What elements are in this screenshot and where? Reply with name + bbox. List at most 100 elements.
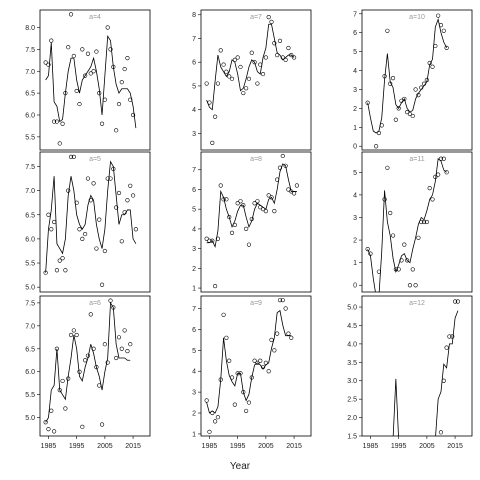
y-tick-label: 3 <box>192 390 196 397</box>
data-point <box>249 216 254 222</box>
data-point <box>246 400 252 405</box>
data-point <box>71 328 76 333</box>
data-point <box>229 375 235 380</box>
y-tick-label: 7.5 <box>25 164 35 171</box>
data-point <box>60 256 65 261</box>
y-tick-label: 2 <box>192 411 196 418</box>
data-point <box>365 246 370 252</box>
y-tick-label: 2.0 <box>347 415 357 422</box>
data-point <box>54 119 60 124</box>
data-point <box>249 50 254 55</box>
y-tick-label: 1 <box>192 431 196 438</box>
data-point <box>272 348 277 353</box>
data-point <box>283 163 288 168</box>
data-point <box>280 153 285 159</box>
x-tick-label: 2015 <box>125 443 141 450</box>
data-point <box>128 97 133 102</box>
x-tick-label: 1995 <box>391 443 407 450</box>
data-point <box>102 342 107 347</box>
data-point <box>43 270 48 275</box>
y-tick-label: 3.5 <box>347 360 357 367</box>
data-point <box>419 85 424 90</box>
data-point <box>252 60 257 65</box>
y-tick-label: 5.5 <box>25 392 35 399</box>
data-point <box>74 332 79 338</box>
data-point <box>97 383 102 388</box>
y-tick-label: 5 <box>192 348 196 355</box>
data-point <box>286 45 291 51</box>
y-tick-label: 7 <box>353 11 357 18</box>
data-point <box>235 201 240 206</box>
y-tick-label: 6 <box>353 30 357 37</box>
data-point <box>71 154 76 159</box>
data-point <box>83 231 88 237</box>
y-tick-label: 5.0 <box>25 285 35 292</box>
x-tick-label: 1985 <box>41 443 57 450</box>
data-point <box>204 81 209 86</box>
x-tick-label: 1995 <box>230 443 246 450</box>
data-point <box>232 57 237 62</box>
data-point <box>116 190 122 196</box>
data-point <box>229 76 235 81</box>
data-point <box>260 207 266 212</box>
panel-title: a=11 <box>409 156 424 163</box>
data-point <box>289 189 294 194</box>
data-point <box>427 186 432 191</box>
data-point <box>441 156 446 161</box>
data-point <box>402 242 407 247</box>
data-point <box>49 38 54 43</box>
data-point <box>52 119 57 124</box>
data-point <box>128 342 133 347</box>
data-point <box>210 410 215 416</box>
data-point <box>263 209 268 214</box>
plot-frame <box>200 295 312 437</box>
y-tick-label: 5.5 <box>25 134 35 141</box>
fit-line <box>206 163 297 248</box>
data-point <box>444 170 449 175</box>
data-point <box>424 219 429 225</box>
data-point <box>80 236 85 241</box>
data-point <box>450 334 455 339</box>
data-point <box>102 97 107 102</box>
data-point <box>396 106 401 111</box>
data-point <box>207 238 212 243</box>
plot-area <box>204 15 297 145</box>
data-point <box>210 140 215 145</box>
panel-title: a=9 <box>250 300 262 307</box>
data-point <box>91 69 96 74</box>
y-tick-label: 3 <box>353 215 357 222</box>
y-tick-label: 1 <box>353 260 357 267</box>
y-tick-label: 7.0 <box>25 323 35 330</box>
data-point <box>379 123 384 128</box>
y-tick-label: 4 <box>192 369 196 376</box>
data-point <box>275 331 280 336</box>
plot-area <box>43 154 138 287</box>
y-tick-label: 0 <box>353 283 357 290</box>
data-point <box>396 267 401 272</box>
data-point <box>286 331 291 336</box>
x-tick-label: 2015 <box>286 443 302 450</box>
data-point <box>125 56 130 61</box>
y-tick-label: 3 <box>192 131 196 138</box>
data-point <box>97 91 102 96</box>
data-point <box>207 429 212 434</box>
data-point <box>85 353 91 358</box>
data-point <box>88 71 93 76</box>
data-point <box>99 422 105 427</box>
data-point <box>227 358 232 363</box>
data-point <box>204 236 209 241</box>
data-point <box>286 187 291 192</box>
data-point <box>365 100 370 105</box>
y-tick-label: 2.5 <box>347 397 357 404</box>
data-point <box>430 197 435 202</box>
data-point <box>49 227 54 232</box>
x-tick-label: 2005 <box>97 443 113 450</box>
data-point <box>80 47 85 52</box>
fit-line <box>367 158 447 292</box>
data-point <box>85 176 91 181</box>
data-point <box>277 38 283 43</box>
data-point <box>269 19 274 24</box>
y-tick-label: 6.0 <box>25 236 35 243</box>
data-point <box>235 55 240 60</box>
plot-area <box>43 298 133 434</box>
